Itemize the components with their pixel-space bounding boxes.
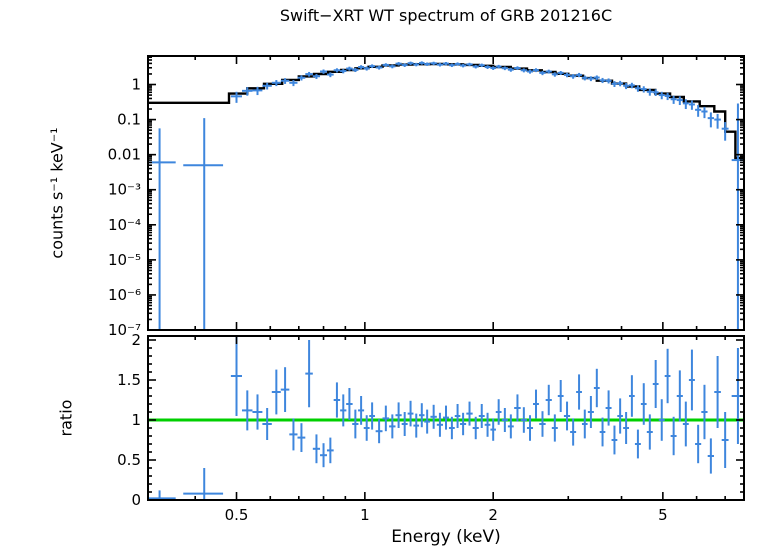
y1-tick-label: 1 (131, 76, 141, 94)
y2-tick-label: 1.5 (117, 371, 141, 389)
model-line (148, 62, 744, 160)
x-axis-label: Energy (keV) (391, 527, 501, 547)
y2-tick-label: 0.5 (117, 451, 141, 469)
y1-tick-label: 10⁻⁵ (108, 251, 141, 269)
y2-tick-label: 0 (131, 491, 141, 509)
x-tick-label: 5 (658, 506, 668, 524)
x-tick-label: 0.5 (225, 506, 249, 524)
tick-labels: 10⁻⁷ 10⁻⁶ 10⁻⁵ 10⁻⁴ 10⁻³ 0.01 0.1 1 0 0.5 1 1.5 2 0.5… (108, 76, 668, 524)
y2-tick-label: 2 (131, 331, 141, 349)
ratio-data-points (148, 336, 744, 500)
panel-frames (147, 55, 745, 501)
x-tick-label: 2 (488, 506, 498, 524)
y1-tick-label: 0.1 (117, 111, 141, 129)
axis-ticks (148, 56, 744, 501)
y-axis-label-counts: counts s⁻¹ keV⁻¹ (47, 127, 67, 259)
y2-tick-label: 1 (131, 411, 141, 429)
y1-tick-label: 10⁻⁴ (108, 216, 141, 234)
plot-title: Swift−XRT WT spectrum of GRB 201216C (279, 6, 613, 25)
y1-tick-label: 10⁻⁷ (108, 321, 141, 339)
y-axis-label-ratio: ratio (56, 399, 76, 437)
y1-tick-label: 10⁻⁶ (108, 286, 141, 304)
y1-tick-label: 0.01 (108, 146, 141, 164)
y1-tick-label: 10⁻³ (108, 181, 141, 199)
spectrum-data-points (148, 61, 744, 330)
x-tick-label: 1 (360, 506, 370, 524)
